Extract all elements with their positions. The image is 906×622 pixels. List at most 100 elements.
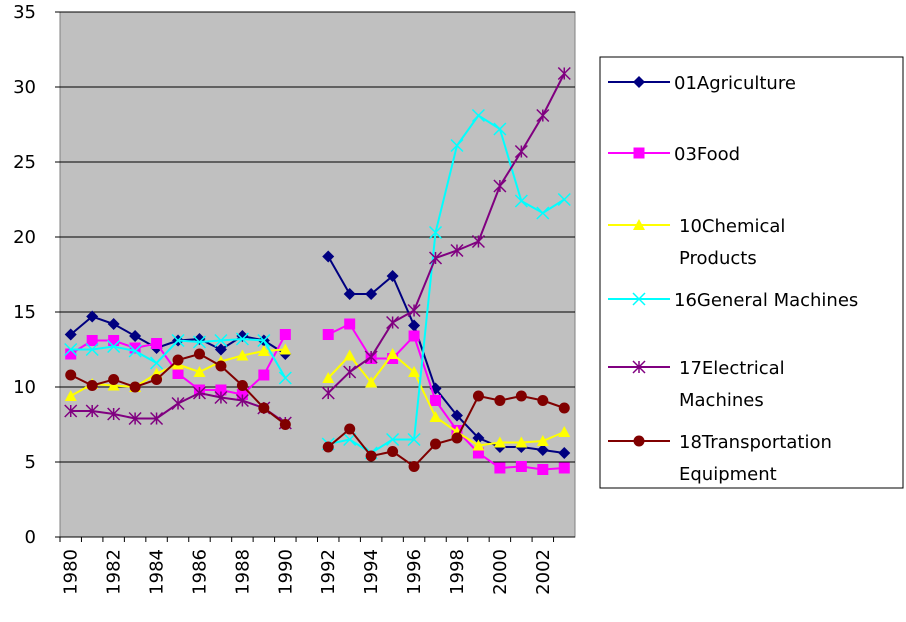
marker — [129, 342, 141, 354]
marker — [64, 390, 77, 401]
y-tick-label: 30 — [13, 77, 36, 98]
marker — [343, 365, 357, 379]
marker — [214, 333, 228, 348]
marker — [236, 380, 248, 391]
marker — [451, 432, 463, 444]
marker — [632, 360, 646, 374]
marker — [558, 426, 571, 437]
marker — [536, 108, 550, 123]
legend-label: 03Food — [674, 144, 740, 165]
marker — [257, 333, 271, 348]
marker — [633, 76, 645, 88]
legend-entry: 16General Machines — [608, 290, 858, 311]
x-tick-label: 1984 — [147, 549, 168, 595]
marker — [322, 441, 334, 453]
marker — [214, 390, 228, 405]
marker — [151, 374, 163, 385]
marker — [192, 335, 207, 349]
marker — [407, 432, 421, 447]
marker — [407, 303, 421, 318]
marker — [493, 122, 507, 136]
marker — [365, 376, 378, 388]
x-tick-label: 1996 — [404, 549, 425, 595]
marker — [322, 329, 334, 340]
marker — [386, 432, 400, 447]
marker — [108, 335, 120, 346]
x-tick-label: 1994 — [361, 549, 382, 595]
marker — [193, 348, 205, 360]
marker — [365, 288, 378, 300]
marker — [537, 464, 549, 475]
marker — [279, 343, 292, 355]
marker — [430, 438, 442, 450]
marker — [171, 333, 185, 348]
marker — [536, 435, 549, 446]
marker — [493, 179, 507, 193]
y-tick-label: 25 — [13, 152, 36, 173]
marker — [430, 395, 442, 406]
marker — [450, 409, 463, 422]
x-tick-label: 1998 — [447, 549, 468, 595]
x-tick-label: 1990 — [275, 549, 296, 595]
marker — [107, 339, 121, 354]
marker — [558, 402, 570, 414]
marker — [214, 343, 227, 356]
marker — [278, 371, 292, 385]
marker — [85, 404, 99, 418]
marker — [171, 396, 185, 411]
marker — [386, 270, 399, 282]
marker — [343, 288, 356, 300]
marker — [515, 461, 527, 472]
marker — [128, 344, 142, 358]
y-tick-label: 15 — [13, 302, 36, 323]
marker — [408, 330, 420, 342]
legend-entry: 10Chemical Products — [608, 216, 785, 269]
legend-entry: 01Agriculture — [608, 73, 796, 94]
marker — [258, 369, 270, 381]
marker — [386, 348, 399, 359]
marker — [514, 144, 528, 159]
marker — [557, 192, 571, 207]
marker — [633, 435, 645, 447]
marker — [408, 461, 420, 472]
marker — [386, 315, 400, 330]
marker — [387, 446, 399, 457]
marker — [129, 330, 142, 342]
legend-label: 01Agriculture — [674, 73, 796, 94]
marker — [408, 319, 421, 332]
x-tick-label: 2000 — [490, 549, 511, 595]
marker — [150, 356, 164, 370]
marker — [322, 372, 335, 383]
marker — [514, 194, 528, 208]
legend-label: 18Transportation Equipment — [679, 432, 832, 485]
marker — [471, 234, 485, 249]
marker — [64, 342, 78, 357]
marker — [107, 318, 120, 330]
x-tick-label: 1986 — [189, 549, 210, 595]
marker — [172, 368, 184, 379]
marker — [344, 318, 356, 330]
marker — [408, 366, 421, 377]
marker — [515, 390, 527, 402]
marker — [450, 243, 464, 258]
marker — [472, 447, 484, 459]
marker — [364, 350, 378, 364]
marker — [192, 386, 207, 400]
marker — [493, 436, 506, 448]
x-tick-label: 1992 — [318, 549, 339, 595]
legend-entry: 17Electrical Machines — [608, 358, 785, 411]
marker — [128, 411, 142, 426]
y-tick-label: 35 — [13, 2, 36, 23]
marker — [85, 342, 99, 357]
marker — [343, 349, 356, 361]
marker — [129, 381, 141, 393]
legend-entry: 18Transportation Equipment — [608, 432, 832, 485]
marker — [558, 462, 570, 474]
marker — [150, 411, 164, 426]
x-tick-label: 1980 — [61, 549, 82, 595]
x-tick-label: 2002 — [533, 549, 554, 595]
marker — [429, 411, 442, 422]
marker — [235, 393, 249, 408]
marker — [86, 380, 98, 391]
